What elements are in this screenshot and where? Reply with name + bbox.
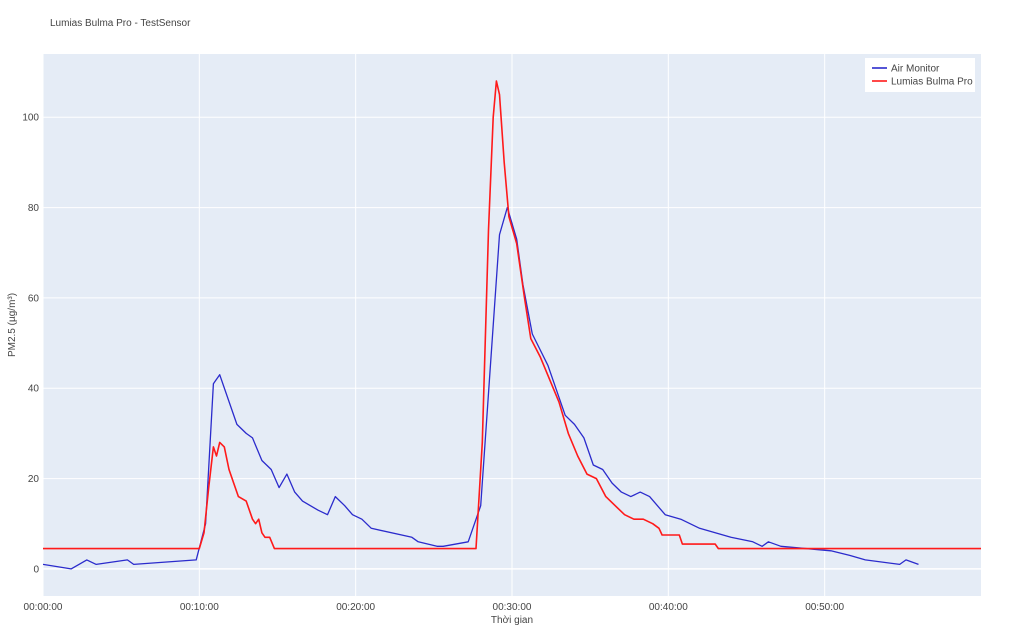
gridlines — [42, 54, 981, 596]
legend-label[interactable]: Air Monitor — [891, 64, 940, 75]
legend-box — [865, 58, 975, 92]
series-layer — [43, 80, 981, 570]
y-axis-title: PM2.5 (µg/m³) — [7, 293, 18, 357]
x-tick-label: 00:40:00 — [649, 602, 688, 613]
y-tick-label: 0 — [33, 564, 39, 575]
series-line-air-monitor[interactable] — [43, 206, 919, 570]
y-tick-label: 40 — [28, 384, 40, 395]
series-line-lumias-bulma-pro[interactable] — [43, 80, 981, 550]
x-axis-title: Thời gian — [491, 615, 533, 626]
x-tick-label: 00:10:00 — [180, 602, 219, 613]
x-tick-label: 00:20:00 — [336, 602, 375, 613]
legend[interactable]: Air Monitor Lumias Bulma Pro — [865, 58, 975, 92]
x-tick-label: 00:00:00 — [24, 602, 63, 613]
x-tick-label: 00:50:00 — [805, 602, 844, 613]
y-tick-label: 60 — [28, 293, 40, 304]
y-tick-label: 80 — [28, 203, 40, 214]
y-tick-label: 20 — [28, 474, 40, 485]
x-tick-label: 00:30:00 — [493, 602, 532, 613]
chart-title: Lumias Bulma Pro - TestSensor — [50, 18, 191, 29]
tick-labels: 0 20 40 60 80 100 00:00:00 00:10:00 00:20:00 00:3… — [22, 113, 844, 613]
y-tick-label: 100 — [22, 113, 39, 124]
legend-label[interactable]: Lumias Bulma Pro — [891, 77, 973, 88]
